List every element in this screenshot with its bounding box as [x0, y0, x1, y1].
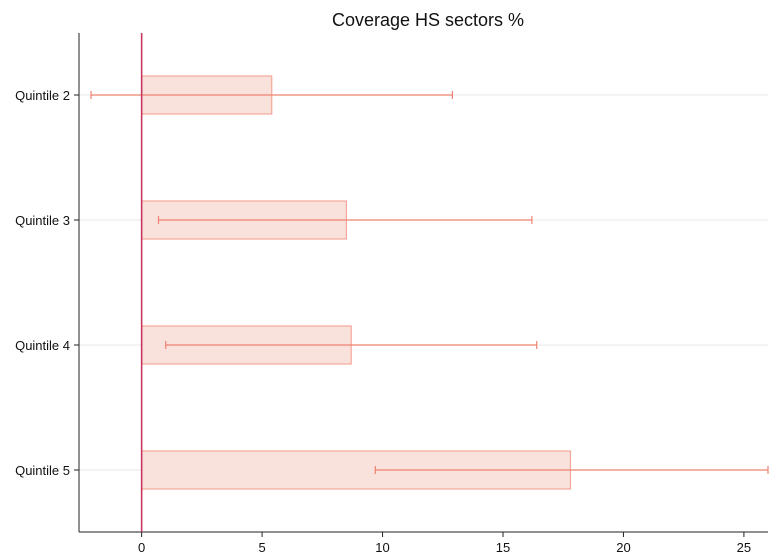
bars: [141, 75, 572, 490]
x-tick-label: 20: [616, 540, 630, 555]
x-tick-label: 5: [258, 540, 265, 555]
x-tick-label: 0: [138, 540, 145, 555]
category-label: Quintile 2: [15, 88, 70, 103]
category-label: Quintile 5: [15, 463, 70, 478]
category-label: Quintile 4: [15, 338, 70, 353]
category-label: Quintile 3: [15, 213, 70, 228]
grid-lines: [79, 94, 768, 471]
chart-title: Coverage HS sectors %: [332, 10, 524, 30]
x-tick-label: 15: [496, 540, 510, 555]
error-bars: [90, 91, 769, 474]
axes: Quintile 2 Quintile 3 Quintile 4 Quintile 5…: [15, 33, 768, 555]
x-tick-label: 25: [737, 540, 751, 555]
x-tick-label: 10: [375, 540, 389, 555]
